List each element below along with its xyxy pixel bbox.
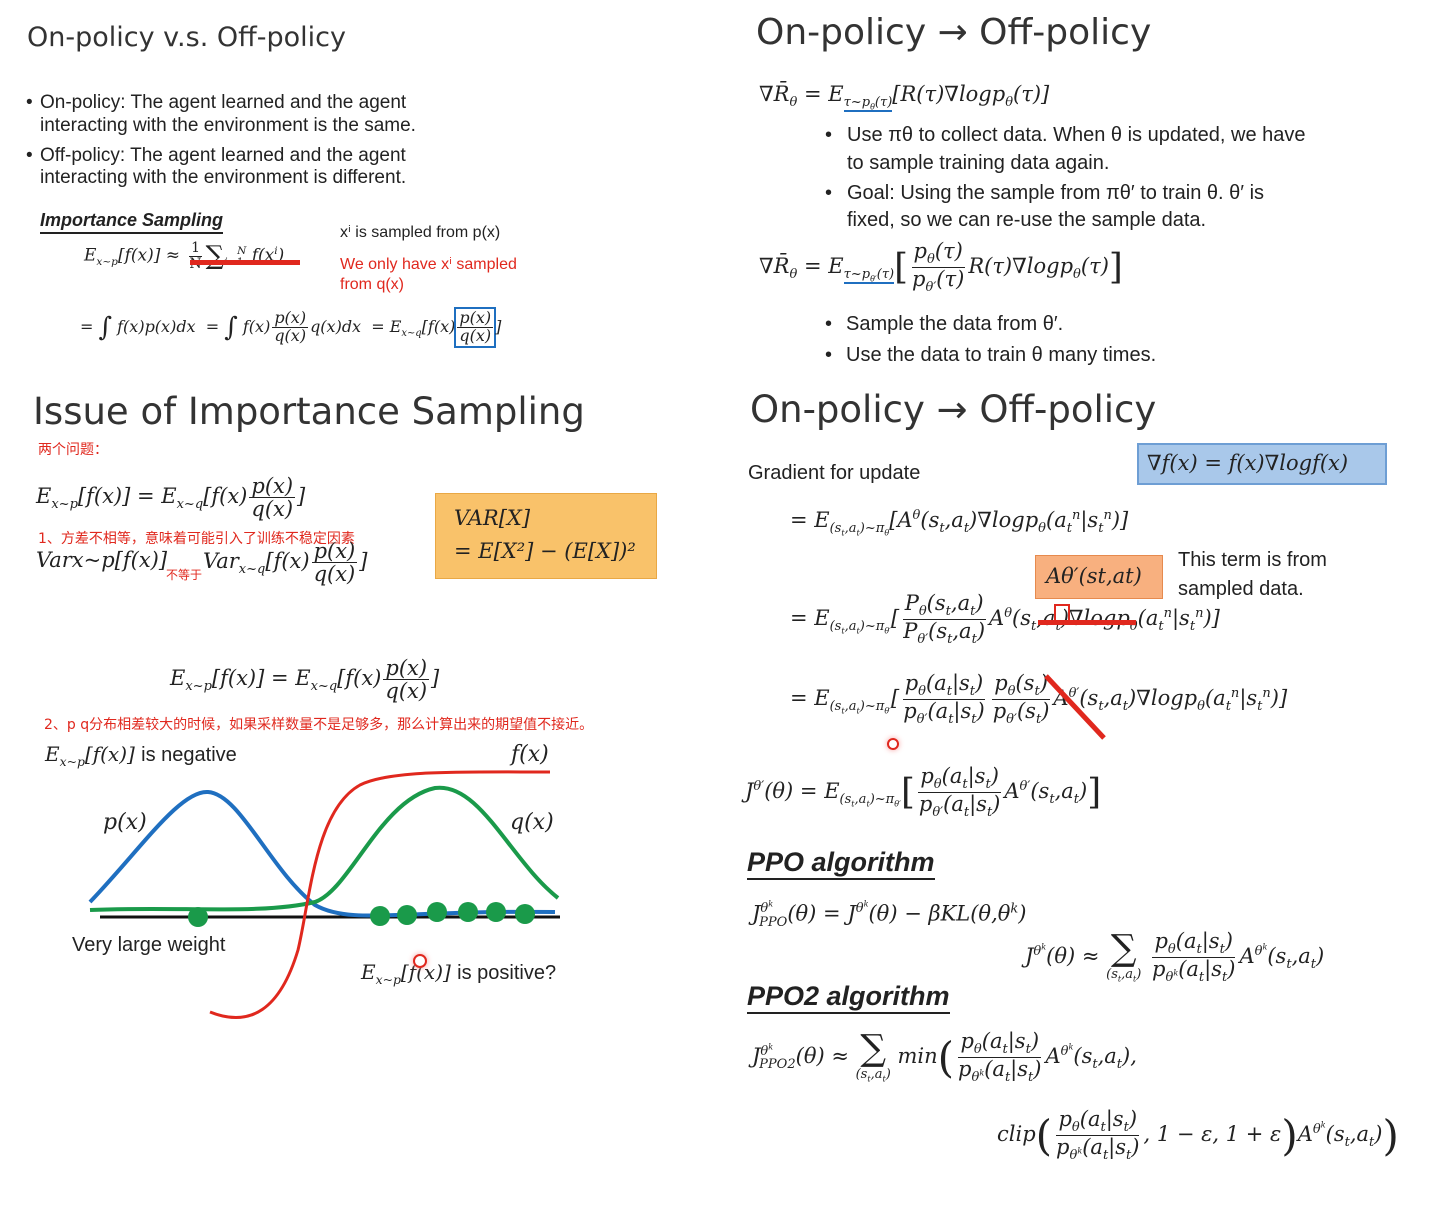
cursor-dot [887, 738, 899, 750]
bullet-line: Sample the data from θ′. [846, 313, 1064, 335]
sample-dot [370, 906, 390, 926]
importance-sampling-heading: Importance Sampling [40, 210, 224, 234]
sampled-from-p-note: xⁱ is sampled from p(x) [340, 224, 501, 241]
bullet-line: interacting with the environment is the … [40, 115, 416, 136]
annotation-distribution-gap: 2、p q分布相差较大的时候，如果采样数量不是足够多，那么计算出来的期望值不接近… [44, 717, 594, 733]
slide-title: On-policy → Off-policy [750, 388, 1157, 431]
sample-dot [458, 902, 478, 922]
bullet-line: interacting with the environment is diff… [40, 167, 407, 188]
log-derivative-box: ∇f(x) = f(x)∇logf(x) [1137, 443, 1387, 485]
gradient-line-2: = E(st,at)~πθ′[Pθ(st,at) Pθ′(st,at) Aθ(st,… [790, 591, 1220, 648]
bullet-line: On-policy: The agent learned and the age… [40, 92, 407, 113]
gradient-line-3: = E(st,at)~πθ′[pθ(at|st) pθ′(at|st) pθ(st)… [790, 671, 1288, 728]
policy-gradient-equation: ∇R̄θ = Eτ~pθ(τ)[R(τ)∇logpθ(τ)] [759, 82, 1050, 113]
ppo-heading: PPO algorithm [747, 847, 935, 880]
sampled-from-q-note: We only have xⁱ sampled [340, 256, 517, 273]
ppo2-heading: PPO2 algorithm [747, 981, 950, 1014]
log-derivative-identity: ∇f(x) = f(x)∇logf(x) [1147, 451, 1349, 475]
expectation-equality: Ex~p[f(x)] = Ex~q[f(x) p(x) q(x)] [36, 474, 306, 522]
f-label: f(x) [511, 742, 549, 767]
q-label: q(x) [510, 810, 554, 835]
very-large-weight-label: Very large weight [72, 934, 226, 956]
slide-title: On-policy v.s. Off-policy [27, 22, 346, 53]
bullet-dot: • [825, 124, 833, 146]
bullet-line: Off-policy: The agent learned and the ag… [40, 145, 406, 166]
sample-dot [427, 902, 447, 922]
sample-dot [188, 907, 208, 927]
off-policy-gradient-equation: ∇R̄θ = Eτ~pθ′(τ)[pθ(τ) pθ′(τ) R(τ)∇logpθ(τ… [759, 239, 1123, 296]
mc-estimate-equation: Ex~p[f(x)] ≈ 1N∑i=1N f(xi) [84, 240, 285, 272]
slide-title: On-policy → Off-policy [756, 12, 1152, 53]
annotation-two-problems: 两个问题： [38, 442, 108, 458]
variance-definition-box: VAR[X] = E[X²] − (E[X])² [435, 493, 657, 579]
distribution-illustration [88, 770, 560, 1019]
sample-dot [486, 902, 506, 922]
expectation-equality-2: Ex~p[f(x)] = Ex~q[f(x) p(x) q(x)] [170, 656, 440, 704]
strike-through-mark [190, 260, 300, 265]
variance-comparison: Varx~p[f(x)] [36, 548, 167, 572]
sampled-from-q-note-2: from q(x) [340, 276, 404, 293]
gradient-line-1: = E(st,at)~πθ[Aθ(st,at)∇logpθ(atn|stn)] [790, 508, 1129, 538]
p-label: p(x) [103, 810, 147, 835]
surrogate-objective: Jθ′(θ) = E(st,at)~πθ′[pθ(at|st) pθ′(at|st… [745, 764, 1102, 821]
q-curve [89, 785, 560, 912]
var-box-line1: VAR[X] [454, 506, 531, 530]
bullet-line: Use πθ to collect data. When θ is update… [847, 124, 1306, 146]
bullet-line: fixed, so we can re-use the sample data. [847, 209, 1207, 231]
ppo2-objective: JθkPPO2(θ) ≈ ∑ (st,at) min(pθ(at|st) pθk(a… [752, 1028, 1137, 1086]
f-curve [209, 770, 551, 1019]
annotation-variance-issue: 1、方差不相等，意味着可能引入了训练不稳定因素 [38, 531, 355, 547]
sample-dot [397, 905, 417, 925]
importance-identity-equation: = ∫ f(x)p(x)dx = ∫ f(x) p(x) q(x) q(x)dx = … [80, 307, 502, 348]
positive-label: Ex~p[f(x)] is positive? [361, 960, 557, 987]
variance-q: Varx~q[f(x) p(x) q(x)] [203, 539, 368, 587]
term-note: sampled data. [1178, 578, 1304, 600]
slide-title: Issue of Importance Sampling [33, 390, 585, 433]
bullet-line: Goal: Using the sample from πθ′ to train… [847, 182, 1265, 204]
bullet-dot: • [26, 92, 33, 113]
bullet-dot: • [825, 313, 833, 335]
bullet-dot: • [825, 182, 833, 204]
ppo-objective: JθkPPO(θ) = Jθk(θ) − βKL(θ,θk) [752, 900, 1027, 930]
bullet-line: to sample training data again. [847, 152, 1110, 174]
bullet-dot: • [26, 145, 33, 166]
highlight-mark [1054, 604, 1070, 622]
term-note: This term is from [1178, 549, 1327, 571]
bullet-line: Use the data to train θ many times. [846, 344, 1157, 366]
bullet-dot: • [825, 344, 833, 366]
sample-dot [515, 904, 535, 924]
strike-slash-mark [1044, 674, 1106, 740]
negative-label: Ex~p[f(x)] is negative [45, 742, 237, 769]
variance-p: Varx~p[f(x)] [36, 548, 168, 572]
var-box-line2: = E[X²] − (E[X])² [454, 539, 636, 563]
strike-through-mark [1038, 620, 1136, 625]
advantage-box: Aθ′(st,at) [1035, 555, 1163, 599]
cursor-dot [413, 954, 427, 968]
advantage-term: Aθ′(st,at) [1046, 564, 1142, 588]
gradient-label: Gradient for update [748, 462, 921, 484]
annotation-not-equal: 不等于 [166, 568, 203, 582]
ppo2-clip-term: clip(pθ(at|st) pθk(at|st), 1 − ε, 1 + ε)A… [997, 1107, 1399, 1164]
ppo-approximation: Jθk(θ) ≈ ∑ (st,at) pθ(at|st) pθk(at|st) Aθk… [1025, 928, 1325, 986]
